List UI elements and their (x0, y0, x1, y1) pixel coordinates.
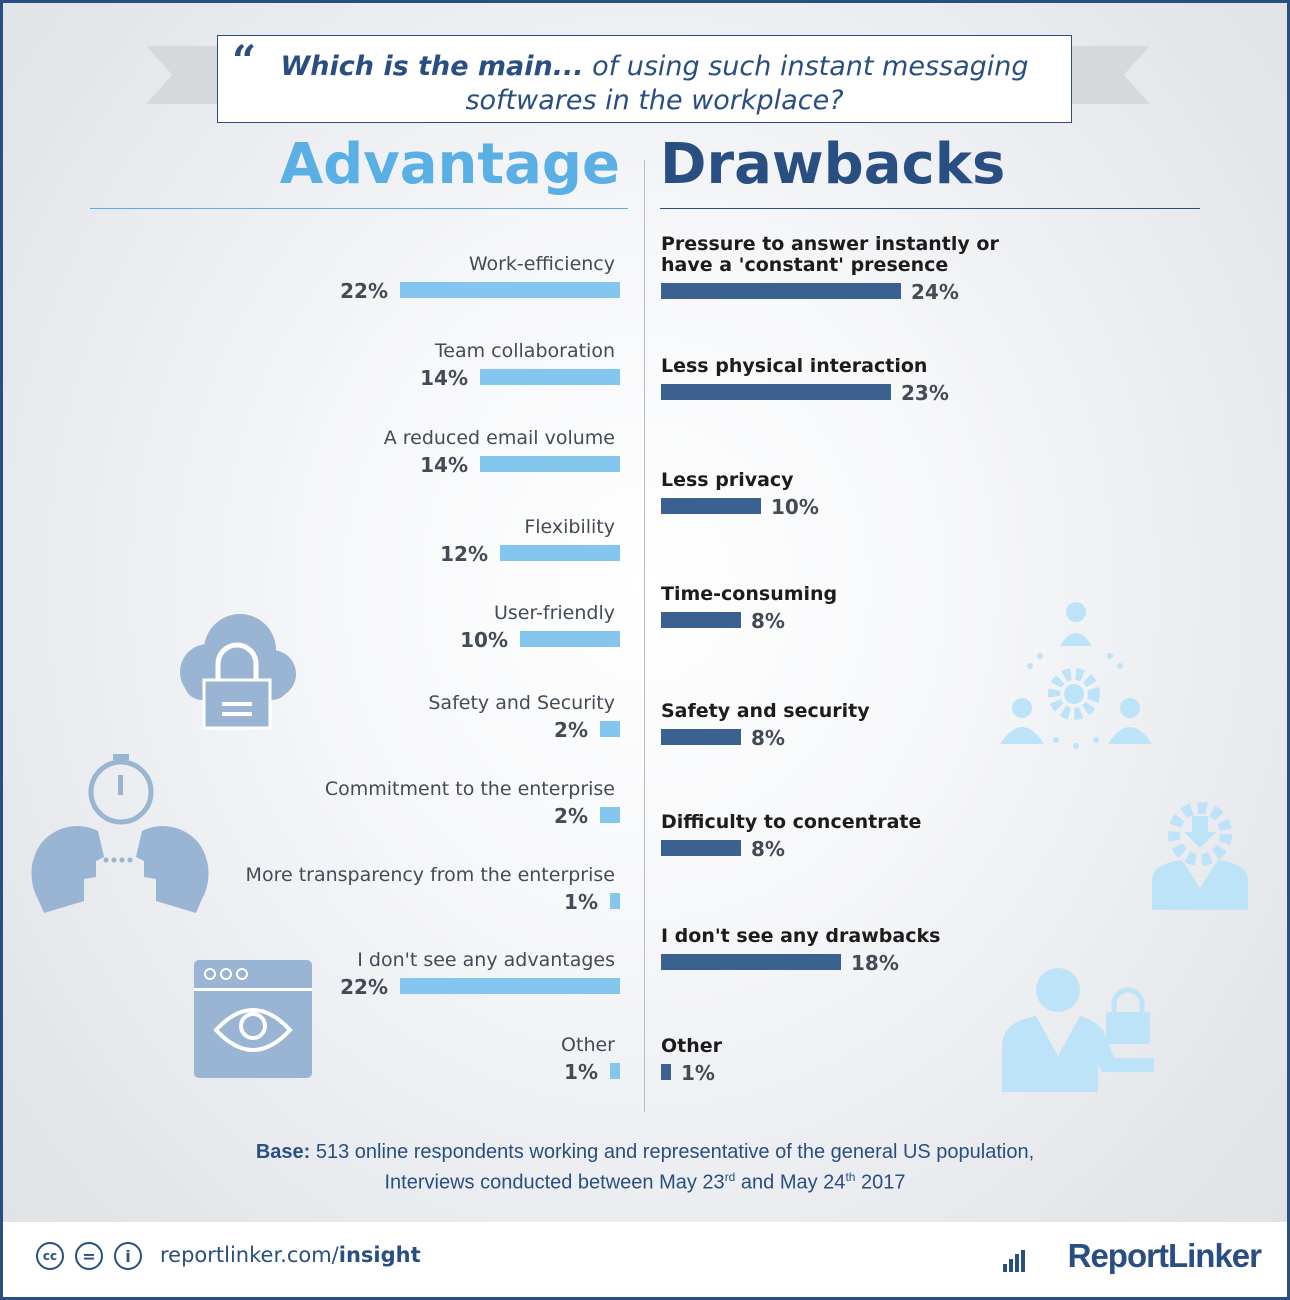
brand-bars-icon (1003, 1250, 1025, 1272)
advantage-category-label: A reduced email volume (384, 427, 615, 449)
advantage-bar (500, 545, 620, 561)
drawback-value-label: 18% (851, 951, 899, 975)
drawback-bar (661, 283, 901, 299)
drawbacks-underline (660, 208, 1200, 209)
drawback-category-label: Less physical interaction (661, 355, 927, 377)
advantage-bar (610, 893, 620, 909)
drawback-bar (661, 384, 891, 400)
advantage-value-label: 22% (340, 975, 388, 999)
base-line2c: 2017 (855, 1171, 906, 1194)
advantage-value-label: 12% (440, 542, 488, 566)
base-line2a: Interviews conducted between May 23 (384, 1171, 725, 1194)
advantage-category-label: Team collaboration (434, 340, 615, 362)
advantage-bar (480, 369, 620, 385)
drawback-value-label: 8% (751, 609, 785, 633)
advantage-bar (520, 631, 620, 647)
advantage-value-label: 2% (554, 804, 588, 828)
advantage-value-label: 22% (340, 279, 388, 303)
drawback-category-label: Difficulty to concentrate (661, 811, 921, 833)
drawback-category-label: have a 'constant' presence (661, 254, 948, 276)
drawback-value-label: 23% (901, 381, 949, 405)
base-sup1: rd (724, 1170, 736, 1184)
advantage-heading: Advantage (279, 132, 620, 197)
question-title: Which is the main... of using such insta… (258, 50, 1051, 118)
footer-link[interactable]: reportlinker.com/insight (160, 1243, 421, 1267)
drawback-value-label: 8% (751, 726, 785, 750)
drawback-bar (661, 954, 841, 970)
advantage-chart: Work-efficiency 22% Team collaboration 14% A… (246, 253, 620, 1084)
team-gear-icon (1000, 602, 1152, 749)
advantage-bar (480, 456, 620, 472)
advantage-value-label: 1% (564, 890, 598, 914)
base-sup2: th (845, 1170, 856, 1184)
advantage-category-label: Work-efficiency (469, 253, 615, 275)
base-label: Base: (255, 1141, 311, 1163)
base-line1: 513 online respondents working and repre… (310, 1141, 1035, 1163)
advantage-category-label: User-friendly (494, 602, 615, 624)
footer-url-plain: reportlinker.com/ (160, 1243, 339, 1267)
brand-logo: ReportLinker (1067, 1237, 1262, 1274)
footer: cc = i reportlinker.com/insight ReportLi… (3, 1222, 1287, 1297)
quote-icon: “ (232, 36, 257, 85)
advantage-value-label: 14% (420, 366, 468, 390)
drawback-bar (661, 1064, 671, 1080)
drawback-bar (661, 729, 741, 745)
advantage-value-label: 14% (420, 453, 468, 477)
businessman-lock-icon (1002, 968, 1154, 1092)
drawback-value-label: 10% (771, 495, 819, 519)
drawbacks-heading: Drawbacks (660, 132, 1006, 197)
advantage-bar (400, 978, 620, 994)
base-line2b: and May 24 (735, 1171, 846, 1194)
advantage-category-label: Safety and Security (428, 692, 615, 714)
drawback-bar (661, 612, 741, 628)
advantage-category-label: Other (561, 1034, 615, 1056)
footer-url-bold: insight (338, 1243, 421, 1267)
drawback-category-label: Safety and security (661, 700, 870, 722)
drawback-bar (661, 498, 761, 514)
cc-license-icon[interactable]: cc (36, 1242, 64, 1270)
no-derivatives-icon[interactable]: = (75, 1242, 103, 1270)
advantage-category-label: Flexibility (524, 516, 615, 538)
question-bold: Which is the main... (280, 51, 584, 82)
person-gear-icon (1152, 802, 1248, 910)
question-rest: of using such instant messaging (583, 51, 1029, 82)
attribution-icon[interactable]: i (114, 1242, 142, 1270)
advantage-bar (600, 807, 620, 823)
question-box: “ Which is the main... of using such ins… (217, 35, 1072, 123)
advantage-bar (600, 721, 620, 737)
base-note: Base: 513 online respondents working and… (0, 1140, 1290, 1196)
drawback-category-label: I don't see any drawbacks (661, 925, 940, 947)
advantage-value-label: 2% (554, 718, 588, 742)
advantage-bar (400, 282, 620, 298)
drawback-category-label: Less privacy (661, 469, 794, 491)
drawback-bar (661, 840, 741, 856)
drawback-value-label: 8% (751, 837, 785, 861)
advantage-category-label: Commitment to the enterprise (325, 778, 615, 800)
drawback-category-label: Other (661, 1035, 723, 1057)
drawback-value-label: 1% (681, 1061, 715, 1085)
drawback-category-label: Time-consuming (661, 583, 837, 605)
center-divider (644, 160, 645, 1112)
advantage-category-label: I don't see any advantages (357, 949, 615, 971)
browser-eye-icon (194, 960, 312, 1078)
drawback-value-label: 24% (911, 280, 959, 304)
stopwatch-heads-icon (31, 754, 209, 913)
advantage-value-label: 10% (460, 628, 508, 652)
cloud-lock-icon (180, 614, 296, 730)
advantage-bar (610, 1063, 620, 1079)
question-line2: softwares in the workplace? (465, 85, 844, 116)
advantage-category-label: More transparency from the enterprise (246, 864, 615, 886)
advantage-value-label: 1% (564, 1060, 598, 1084)
advantage-underline (90, 208, 628, 209)
drawback-category-label: Pressure to answer instantly or (661, 233, 999, 255)
